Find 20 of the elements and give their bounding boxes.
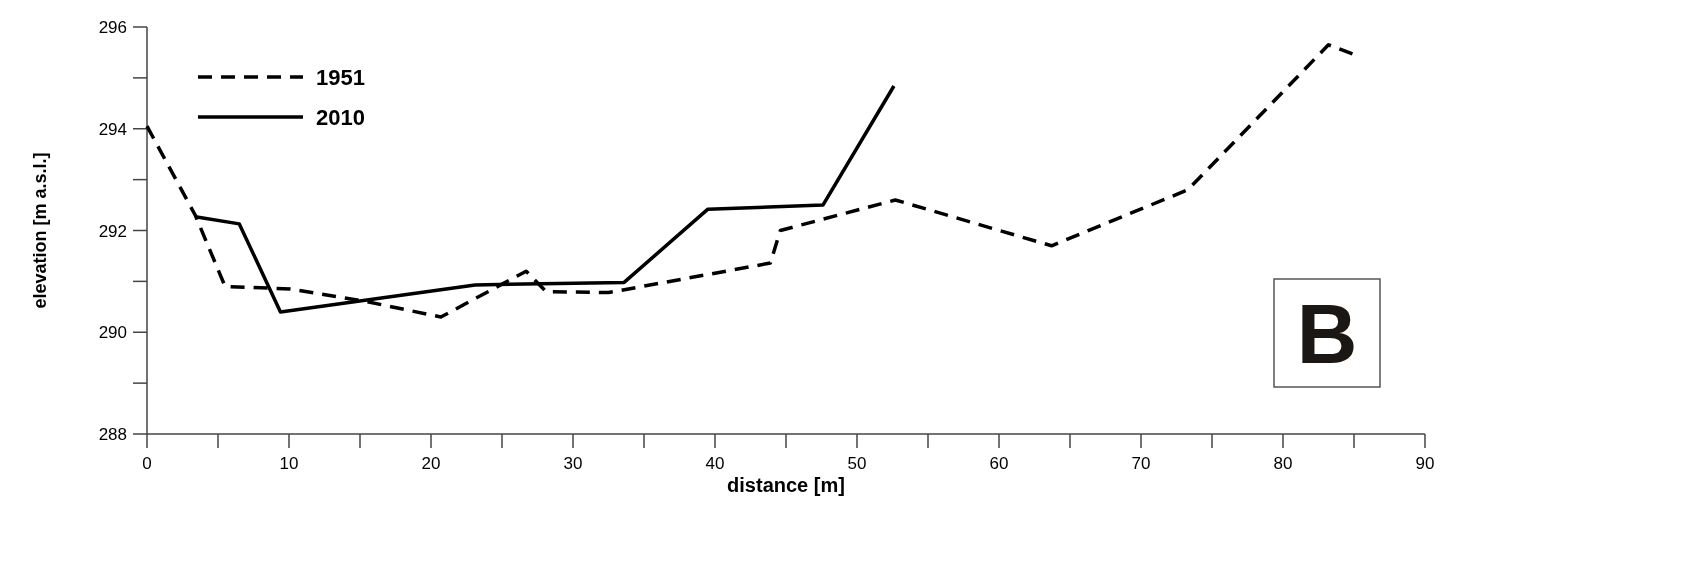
x-tick-label: 60 — [989, 454, 1009, 473]
x-tick-label: 70 — [1131, 454, 1151, 473]
y-tick-label: 292 — [98, 221, 127, 241]
y-tick-label: 296 — [98, 18, 127, 37]
x-tick-label: 10 — [279, 454, 299, 473]
annotation: B — [1296, 287, 1358, 381]
x-tick-label: 30 — [563, 454, 583, 473]
y-tick-label: 294 — [98, 119, 127, 139]
x-tick-label: 20 — [421, 454, 441, 473]
y-tick-label: 290 — [98, 323, 127, 343]
x-tick-label: 50 — [847, 454, 867, 473]
legend-label: 2010 — [316, 105, 365, 130]
x-tick-label: 80 — [1273, 454, 1293, 473]
x-tick-label: 0 — [142, 454, 152, 473]
x-tick-label: 90 — [1415, 454, 1435, 473]
x-axis-title: distance [m] — [727, 474, 845, 496]
y-tick-label: 288 — [98, 425, 127, 444]
legend-label: 1951 — [316, 65, 365, 90]
y-axis-title: elevation [m a.s.l.] — [30, 152, 50, 309]
x-tick-label: 40 — [705, 454, 725, 473]
